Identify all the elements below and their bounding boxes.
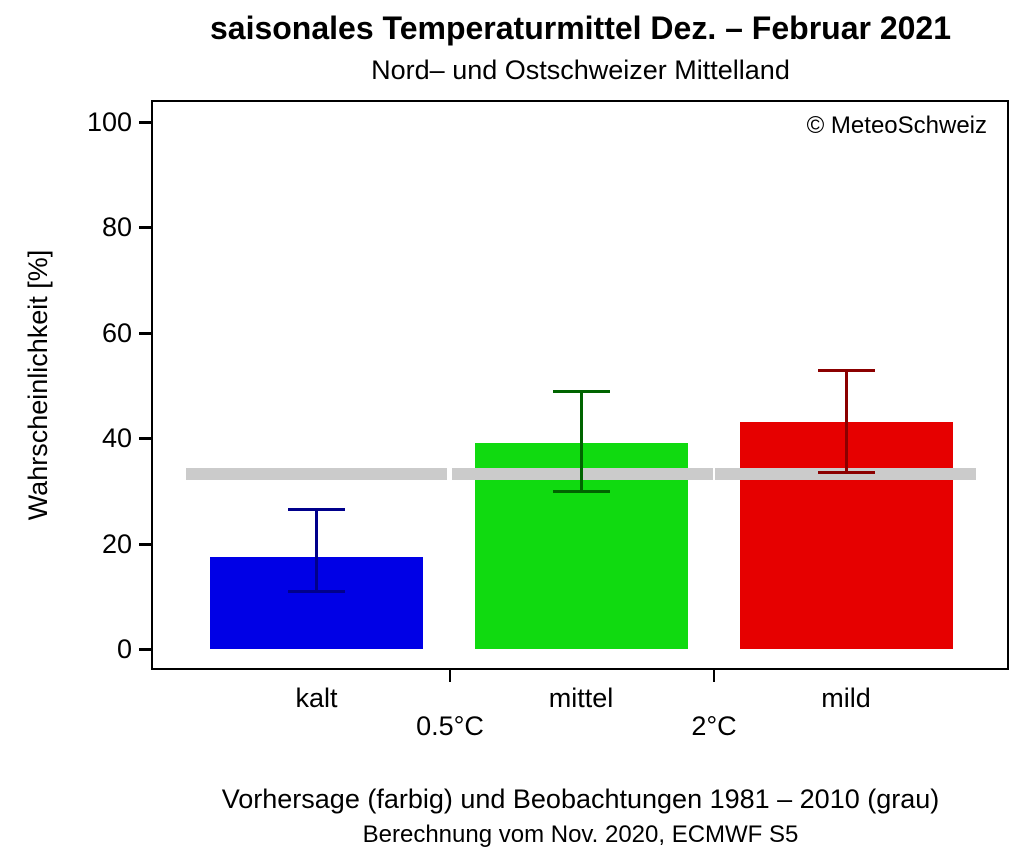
error-bar-cap (288, 590, 345, 593)
y-axis-title: Wahrscheinlichkeit [%] (23, 249, 53, 521)
error-bar-cap (552, 390, 610, 393)
observation-band-segment-overlay (452, 468, 713, 480)
y-axis-tick (139, 437, 152, 440)
y-axis-tick (139, 332, 152, 335)
y-axis-tick (139, 121, 152, 124)
threshold-label: 0.5°C (416, 711, 484, 741)
error-bar-line (579, 391, 583, 491)
y-axis-tick-label: 40 (101, 423, 132, 453)
category-label-mittel: mittel (548, 683, 614, 713)
y-axis-tick-label: 60 (101, 318, 132, 348)
copyright-label: © MeteoSchweiz (806, 112, 987, 139)
chart-title: saisonales Temperaturmittel Dez. – Febru… (209, 10, 952, 46)
y-axis-tick-label: 0 (116, 634, 132, 664)
caption-legend: Vorhersage (farbig) und Beobachtungen 19… (221, 784, 940, 814)
caption-source: Berechnung vom Nov. 2020, ECMWF S5 (362, 821, 799, 848)
x-axis-tick (449, 669, 451, 682)
y-axis-tick (139, 543, 152, 546)
error-bar-cap (288, 508, 345, 511)
error-bar-line (315, 509, 318, 591)
error-bar-cap (817, 471, 875, 474)
category-label-mild: mild (821, 683, 871, 713)
error-bar-cap (552, 490, 610, 493)
threshold-label: 2°C (691, 711, 737, 741)
y-axis-tick-label: 20 (101, 529, 132, 559)
error-bar-line (844, 370, 848, 472)
x-axis-tick (713, 669, 715, 682)
y-axis-tick-label: 80 (101, 212, 132, 242)
y-axis-tick (139, 226, 152, 229)
observation-band-segment-overlay (186, 468, 447, 480)
observation-band-segment-overlay (715, 468, 976, 480)
chart-subtitle: Nord– und Ostschweizer Mittelland (371, 55, 790, 85)
error-bar-cap (817, 369, 875, 372)
y-axis-tick-label: 100 (86, 107, 132, 137)
category-label-kalt: kalt (295, 683, 338, 713)
y-axis-tick (139, 648, 152, 651)
